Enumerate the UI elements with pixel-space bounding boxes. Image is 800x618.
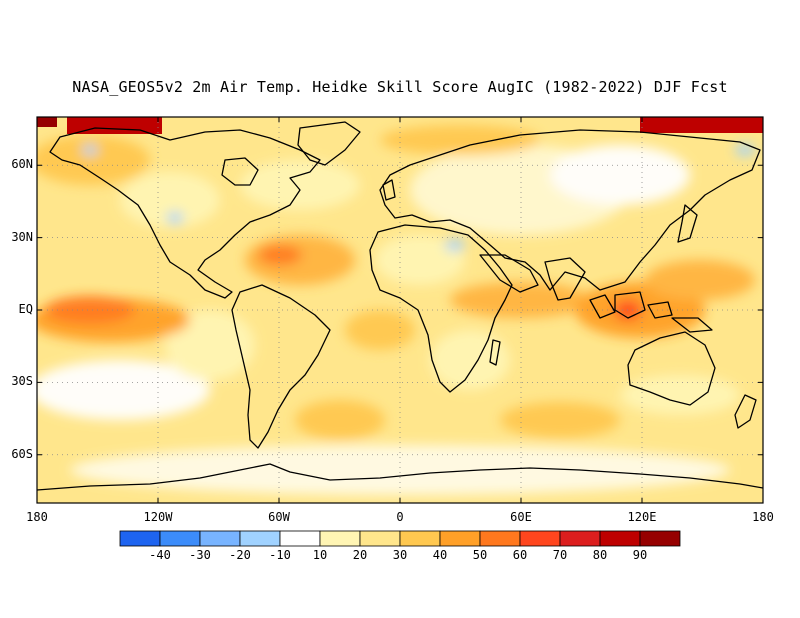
colorbar-label: 30 bbox=[392, 548, 408, 562]
africa-outline bbox=[369, 224, 513, 393]
hudson-bay-outline bbox=[221, 157, 259, 186]
lon-tick-label: 180 bbox=[26, 510, 48, 524]
colorbar-swatch bbox=[119, 530, 161, 547]
madagascar-outline bbox=[489, 339, 501, 366]
colorbar-label: 50 bbox=[472, 548, 488, 562]
colorbar-swatch bbox=[399, 530, 441, 547]
colorbar-swatch bbox=[519, 530, 561, 547]
colorbar-label: -30 bbox=[189, 548, 211, 562]
colorbar-swatch bbox=[279, 530, 321, 547]
colorbar-label: 10 bbox=[312, 548, 328, 562]
colorbar-swatch bbox=[439, 530, 481, 547]
lon-tick-label: 180 bbox=[752, 510, 774, 524]
colorbar-swatch bbox=[599, 530, 641, 547]
maritime-continent-outline bbox=[589, 291, 673, 319]
colorbar bbox=[119, 530, 681, 547]
colorbar-label: -10 bbox=[269, 548, 291, 562]
uk-outline bbox=[382, 179, 396, 201]
colorbar-swatch bbox=[559, 530, 601, 547]
lon-tick-label: 120W bbox=[143, 510, 173, 524]
skill-field bbox=[37, 117, 763, 503]
colorbar-swatch bbox=[199, 530, 241, 547]
colorbar-swatch bbox=[479, 530, 521, 547]
colorbar-swatch bbox=[239, 530, 281, 547]
new-zealand-outline bbox=[734, 394, 757, 429]
lat-tick-label: 60N bbox=[11, 157, 33, 172]
arabian-peninsula-outline bbox=[479, 254, 539, 293]
lat-tick-label: 60S bbox=[11, 446, 33, 461]
colorbar-label: 20 bbox=[352, 548, 368, 562]
greenland-outline bbox=[297, 121, 361, 166]
north-america-outline bbox=[49, 127, 321, 299]
colorbar-label: -20 bbox=[229, 548, 251, 562]
india-outline bbox=[544, 257, 586, 301]
japan-outline bbox=[677, 204, 698, 243]
colorbar-label: 80 bbox=[592, 548, 608, 562]
lat-tick-label: 30N bbox=[11, 229, 33, 244]
colorbar-swatch bbox=[359, 530, 401, 547]
lon-tick-label: 60E bbox=[510, 510, 532, 524]
polar-band bbox=[37, 117, 57, 127]
colorbar-swatch bbox=[639, 530, 681, 547]
antarctica-outline bbox=[37, 463, 763, 491]
graticule bbox=[37, 117, 763, 503]
chart-title: NASA_GEOS5v2 2m Air Temp. Heidke Skill S… bbox=[72, 78, 728, 96]
lon-tick-label: 120E bbox=[627, 510, 657, 524]
eurasia-outline bbox=[379, 129, 761, 291]
south-america-outline bbox=[231, 284, 331, 449]
colorbar-label: -40 bbox=[149, 548, 171, 562]
lat-tick-label: EQ bbox=[18, 302, 33, 316]
colorbar-swatch bbox=[319, 530, 361, 547]
colorbar-label: 60 bbox=[512, 548, 528, 562]
lon-tick-label: 60W bbox=[268, 510, 290, 524]
colorbar-swatch bbox=[159, 530, 201, 547]
lat-tick-label: 30S bbox=[11, 374, 33, 389]
colorbar-label: 70 bbox=[552, 548, 568, 562]
australia-outline bbox=[627, 331, 716, 406]
lon-tick-label: 0 bbox=[396, 510, 404, 524]
colorbar-label: 40 bbox=[432, 548, 448, 562]
new-guinea-outline bbox=[671, 317, 713, 333]
coastlines bbox=[37, 121, 763, 491]
polar-band bbox=[640, 117, 763, 133]
axis-ticks bbox=[36, 117, 764, 503]
colorbar-label: 90 bbox=[632, 548, 648, 562]
